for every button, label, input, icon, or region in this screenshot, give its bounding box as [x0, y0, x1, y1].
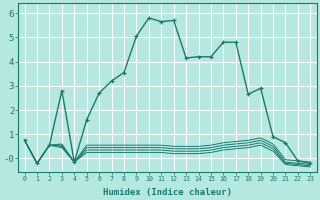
- X-axis label: Humidex (Indice chaleur): Humidex (Indice chaleur): [103, 188, 232, 197]
